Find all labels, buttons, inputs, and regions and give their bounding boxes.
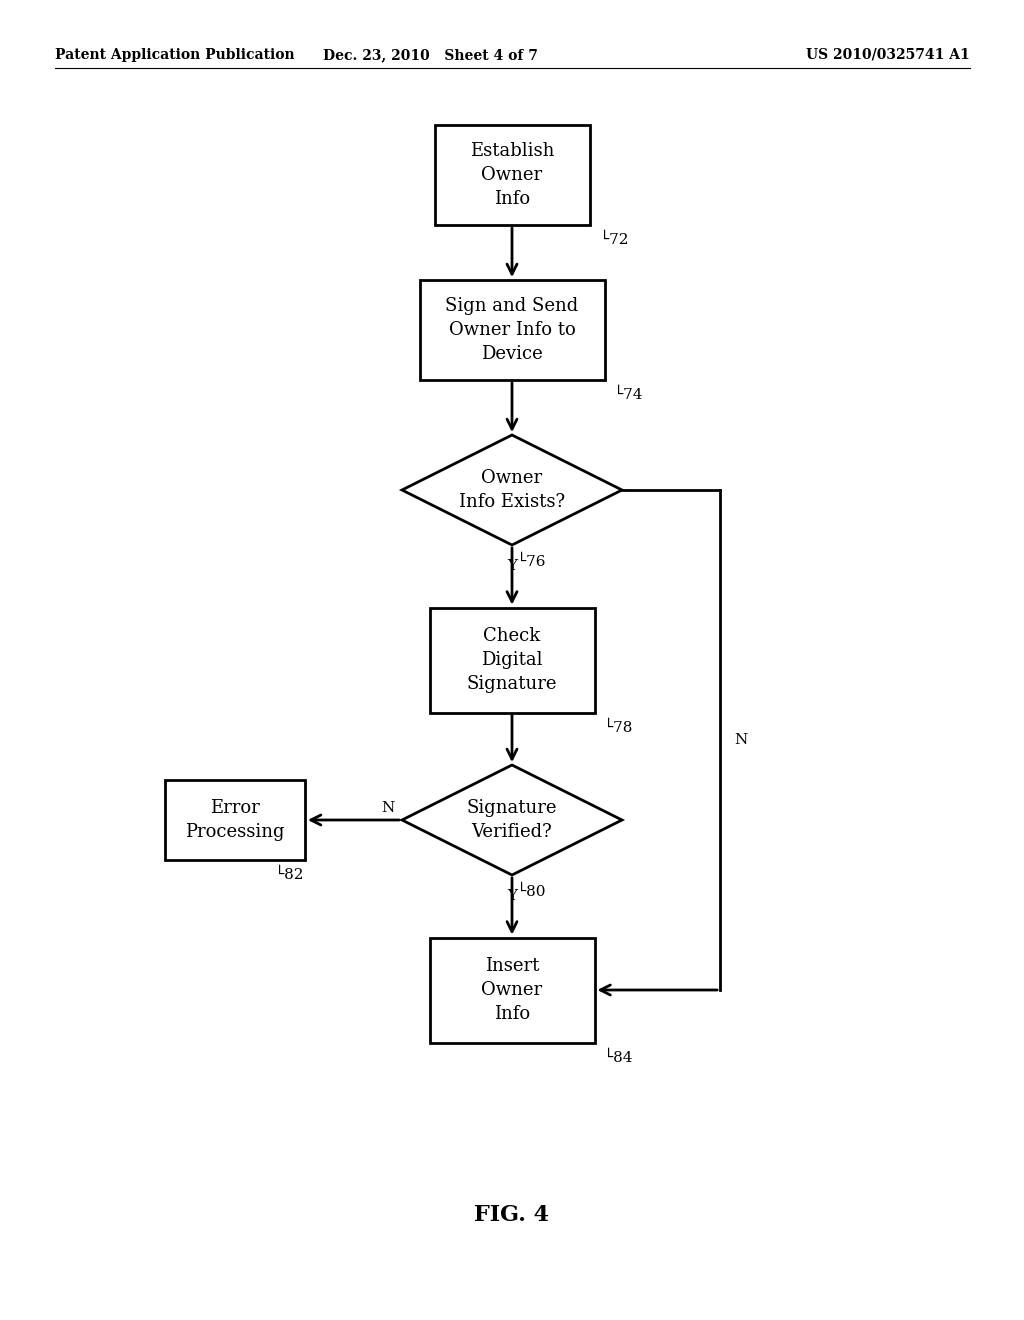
FancyBboxPatch shape: [420, 280, 604, 380]
Polygon shape: [402, 766, 622, 875]
FancyBboxPatch shape: [429, 937, 595, 1043]
Text: N: N: [381, 801, 394, 814]
Text: Establish
Owner
Info: Establish Owner Info: [470, 143, 554, 207]
Text: └72: └72: [599, 234, 628, 247]
Text: US 2010/0325741 A1: US 2010/0325741 A1: [806, 48, 970, 62]
Text: └80: └80: [517, 884, 546, 899]
Text: Patent Application Publication: Patent Application Publication: [55, 48, 295, 62]
Text: Check
Digital
Signature: Check Digital Signature: [467, 627, 557, 693]
Text: └84: └84: [604, 1051, 633, 1065]
Text: Insert
Owner
Info: Insert Owner Info: [481, 957, 543, 1023]
Text: └74: └74: [614, 388, 643, 403]
Text: └76: └76: [517, 554, 546, 569]
Text: Signature
Verified?: Signature Verified?: [467, 799, 557, 841]
Text: Sign and Send
Owner Info to
Device: Sign and Send Owner Info to Device: [445, 297, 579, 363]
FancyBboxPatch shape: [429, 607, 595, 713]
Text: Y: Y: [507, 888, 517, 903]
Text: └78: └78: [604, 721, 633, 735]
Text: └82: └82: [275, 869, 303, 882]
Text: Y: Y: [507, 558, 517, 573]
Text: Owner
Info Exists?: Owner Info Exists?: [459, 469, 565, 511]
Text: Dec. 23, 2010   Sheet 4 of 7: Dec. 23, 2010 Sheet 4 of 7: [323, 48, 538, 62]
FancyBboxPatch shape: [434, 125, 590, 224]
FancyBboxPatch shape: [165, 780, 305, 861]
Text: N: N: [734, 733, 748, 747]
Polygon shape: [402, 436, 622, 545]
Text: FIG. 4: FIG. 4: [474, 1204, 550, 1226]
Text: Error
Processing: Error Processing: [185, 799, 285, 841]
